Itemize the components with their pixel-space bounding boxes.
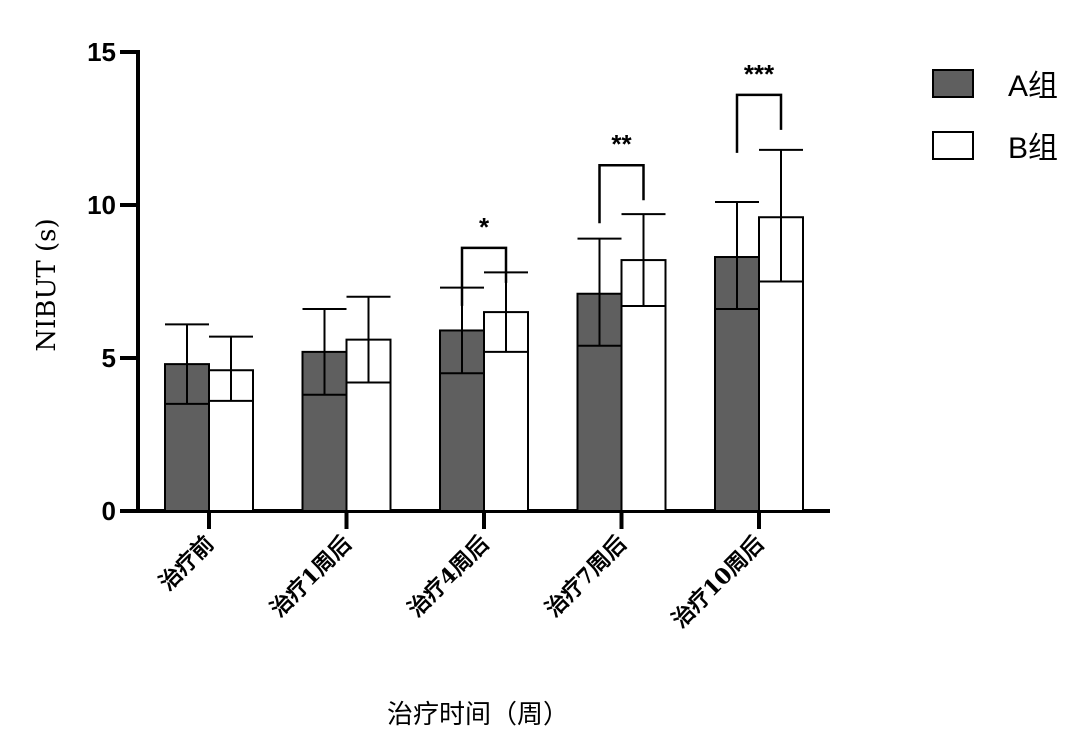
significance-label: * — [479, 212, 490, 242]
x-category-label: 治疗前 — [154, 531, 219, 596]
significance-bracket — [735, 93, 783, 153]
legend-swatch-a — [932, 69, 974, 98]
y-tick-label: 5 — [102, 343, 116, 373]
significance-label: *** — [744, 59, 775, 89]
y-tick-label: 0 — [102, 496, 116, 526]
legend-swatch-b — [932, 131, 974, 160]
x-category-label: 治疗10周后 — [667, 531, 769, 633]
x-axis-title: 治疗时间（周） — [387, 700, 569, 730]
x-category-label: 治疗1周后 — [265, 531, 356, 622]
legend: A组 B组 — [932, 69, 1058, 165]
significance-bracket — [598, 163, 645, 224]
legend-label: B组 — [1008, 132, 1058, 165]
y-axis-title: NIBUT (s) — [32, 218, 62, 351]
significance-label: ** — [611, 129, 632, 159]
legend-label: A组 — [1008, 70, 1058, 103]
x-category-label: 治疗7周后 — [540, 531, 631, 622]
y-tick-label: 15 — [87, 37, 116, 67]
x-category-label: 治疗4周后 — [403, 531, 494, 622]
y-tick-label: 10 — [87, 190, 116, 220]
significance-bracket — [460, 246, 508, 306]
